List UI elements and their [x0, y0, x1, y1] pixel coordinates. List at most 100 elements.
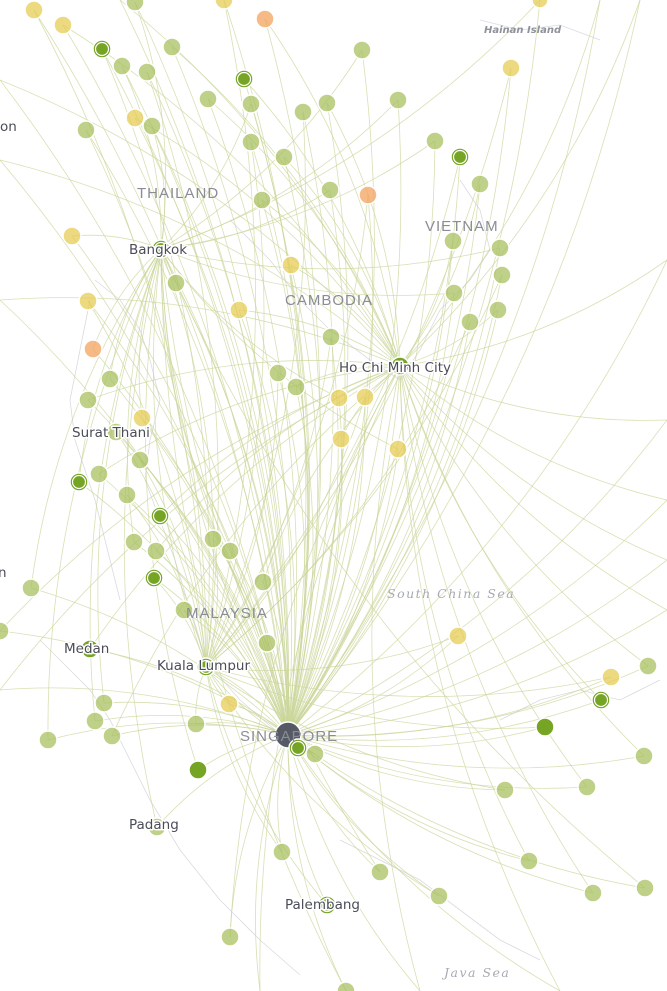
route-line-204 — [0, 687, 289, 736]
airport-marker-90[interactable] — [272, 842, 292, 862]
airport-marker-97[interactable] — [220, 927, 240, 947]
airport-marker-40[interactable] — [488, 300, 508, 320]
airport-marker-93[interactable] — [429, 886, 449, 906]
airport-marker-27[interactable] — [358, 185, 378, 205]
route-line-137 — [326, 102, 401, 367]
airport-marker-86[interactable] — [188, 760, 208, 780]
airport-marker-39[interactable] — [460, 312, 480, 332]
airport-marker-85[interactable] — [634, 746, 654, 766]
airport-marker-87[interactable] — [495, 780, 515, 800]
airport-marker-13[interactable] — [198, 89, 218, 109]
airport-marker-28[interactable] — [252, 190, 272, 210]
airport-marker-77[interactable] — [85, 711, 105, 731]
airport-marker-29[interactable] — [62, 226, 82, 246]
airport-marker-17[interactable] — [388, 90, 408, 110]
airport-marker-49[interactable] — [78, 390, 98, 410]
airport-marker-18[interactable] — [76, 120, 96, 140]
airport-marker-78[interactable] — [186, 714, 206, 734]
airport-marker-1[interactable] — [53, 15, 73, 35]
airport-marker-69[interactable] — [448, 626, 468, 646]
route-line-156 — [399, 365, 649, 667]
airport-marker-54[interactable] — [130, 450, 150, 470]
airport-marker-81[interactable] — [535, 717, 555, 737]
route-line-179 — [205, 336, 332, 668]
route-line-104 — [160, 99, 399, 250]
route-line-214 — [287, 0, 601, 736]
airport-marker-94[interactable] — [583, 883, 603, 903]
route-line-168 — [146, 71, 219, 668]
airport-marker-5[interactable] — [531, 0, 549, 9]
airport-marker-26[interactable] — [320, 180, 340, 200]
airport-marker-65[interactable] — [21, 578, 41, 598]
airport-marker-31[interactable] — [443, 231, 463, 251]
airport-marker-45[interactable] — [268, 363, 288, 383]
airport-marker-9[interactable] — [137, 62, 157, 82]
route-line-131 — [160, 248, 347, 991]
airport-marker-38[interactable] — [444, 283, 464, 303]
airport-marker-7[interactable] — [162, 37, 182, 57]
airport-marker-36[interactable] — [78, 291, 98, 311]
airport-marker-80[interactable] — [38, 730, 58, 750]
airport-marker-43[interactable] — [390, 356, 410, 376]
airport-marker-95[interactable] — [635, 878, 655, 898]
airport-marker-32[interactable] — [490, 238, 510, 258]
airport-marker-ring-83 — [290, 740, 306, 756]
airport-marker-48[interactable] — [355, 387, 375, 407]
airport-marker-67[interactable] — [0, 621, 10, 641]
airport-marker-79[interactable] — [102, 726, 122, 746]
route-line-209 — [399, 365, 667, 501]
airport-marker-0[interactable] — [24, 0, 44, 20]
airport-marker-35[interactable] — [166, 273, 186, 293]
airport-marker-92[interactable] — [370, 862, 390, 882]
airport-marker-14[interactable] — [241, 94, 261, 114]
airport-marker-23[interactable] — [425, 131, 445, 151]
airport-marker-53[interactable] — [388, 439, 408, 459]
airport-marker-89[interactable] — [147, 817, 167, 837]
airport-marker-51[interactable] — [106, 422, 126, 442]
airport-marker-88[interactable] — [577, 777, 597, 797]
airport-marker-33[interactable] — [492, 265, 512, 285]
airport-marker-41[interactable] — [83, 339, 103, 359]
airport-marker-52[interactable] — [331, 429, 351, 449]
route-line-7 — [171, 46, 293, 736]
airport-marker-20[interactable] — [142, 116, 162, 136]
airport-marker-46[interactable] — [286, 377, 306, 397]
airport-marker-68[interactable] — [257, 633, 277, 653]
airport-marker-61[interactable] — [146, 541, 166, 561]
airport-marker-16[interactable] — [317, 93, 337, 113]
airport-marker-2[interactable] — [125, 0, 145, 12]
airport-marker-15[interactable] — [293, 102, 313, 122]
airport-marker-57[interactable] — [117, 485, 137, 505]
airport-marker-42[interactable] — [321, 327, 341, 347]
airport-marker-73[interactable] — [638, 656, 658, 676]
route-line-164 — [229, 365, 401, 938]
airport-marker-84[interactable] — [305, 744, 325, 764]
airport-marker-11[interactable] — [352, 40, 372, 60]
airport-marker-74[interactable] — [94, 693, 114, 713]
airport-marker-72[interactable] — [601, 667, 621, 687]
airport-marker-64[interactable] — [253, 572, 273, 592]
airport-marker-66[interactable] — [174, 600, 194, 620]
airport-marker-55[interactable] — [89, 464, 109, 484]
airport-marker-12[interactable] — [501, 58, 521, 78]
airport-marker-19[interactable] — [125, 108, 145, 128]
airport-marker-37[interactable] — [229, 300, 249, 320]
airport-marker-34[interactable] — [281, 255, 301, 275]
airport-marker-4[interactable] — [255, 9, 275, 29]
airport-marker-44[interactable] — [100, 369, 120, 389]
airport-marker-75[interactable] — [219, 694, 239, 714]
airport-marker-91[interactable] — [519, 851, 539, 871]
airport-marker-59[interactable] — [124, 532, 144, 552]
airport-marker-98[interactable] — [336, 981, 356, 991]
airport-marker-21[interactable] — [241, 132, 261, 152]
airport-marker-70[interactable] — [80, 639, 100, 659]
airport-marker-50[interactable] — [132, 408, 152, 428]
airport-marker-62[interactable] — [220, 541, 240, 561]
airport-marker-25[interactable] — [470, 174, 490, 194]
airport-marker-22[interactable] — [274, 147, 294, 167]
airport-marker-8[interactable] — [112, 56, 132, 76]
airport-marker-60[interactable] — [203, 529, 223, 549]
airport-marker-3[interactable] — [214, 0, 234, 10]
airport-marker-47[interactable] — [329, 388, 349, 408]
